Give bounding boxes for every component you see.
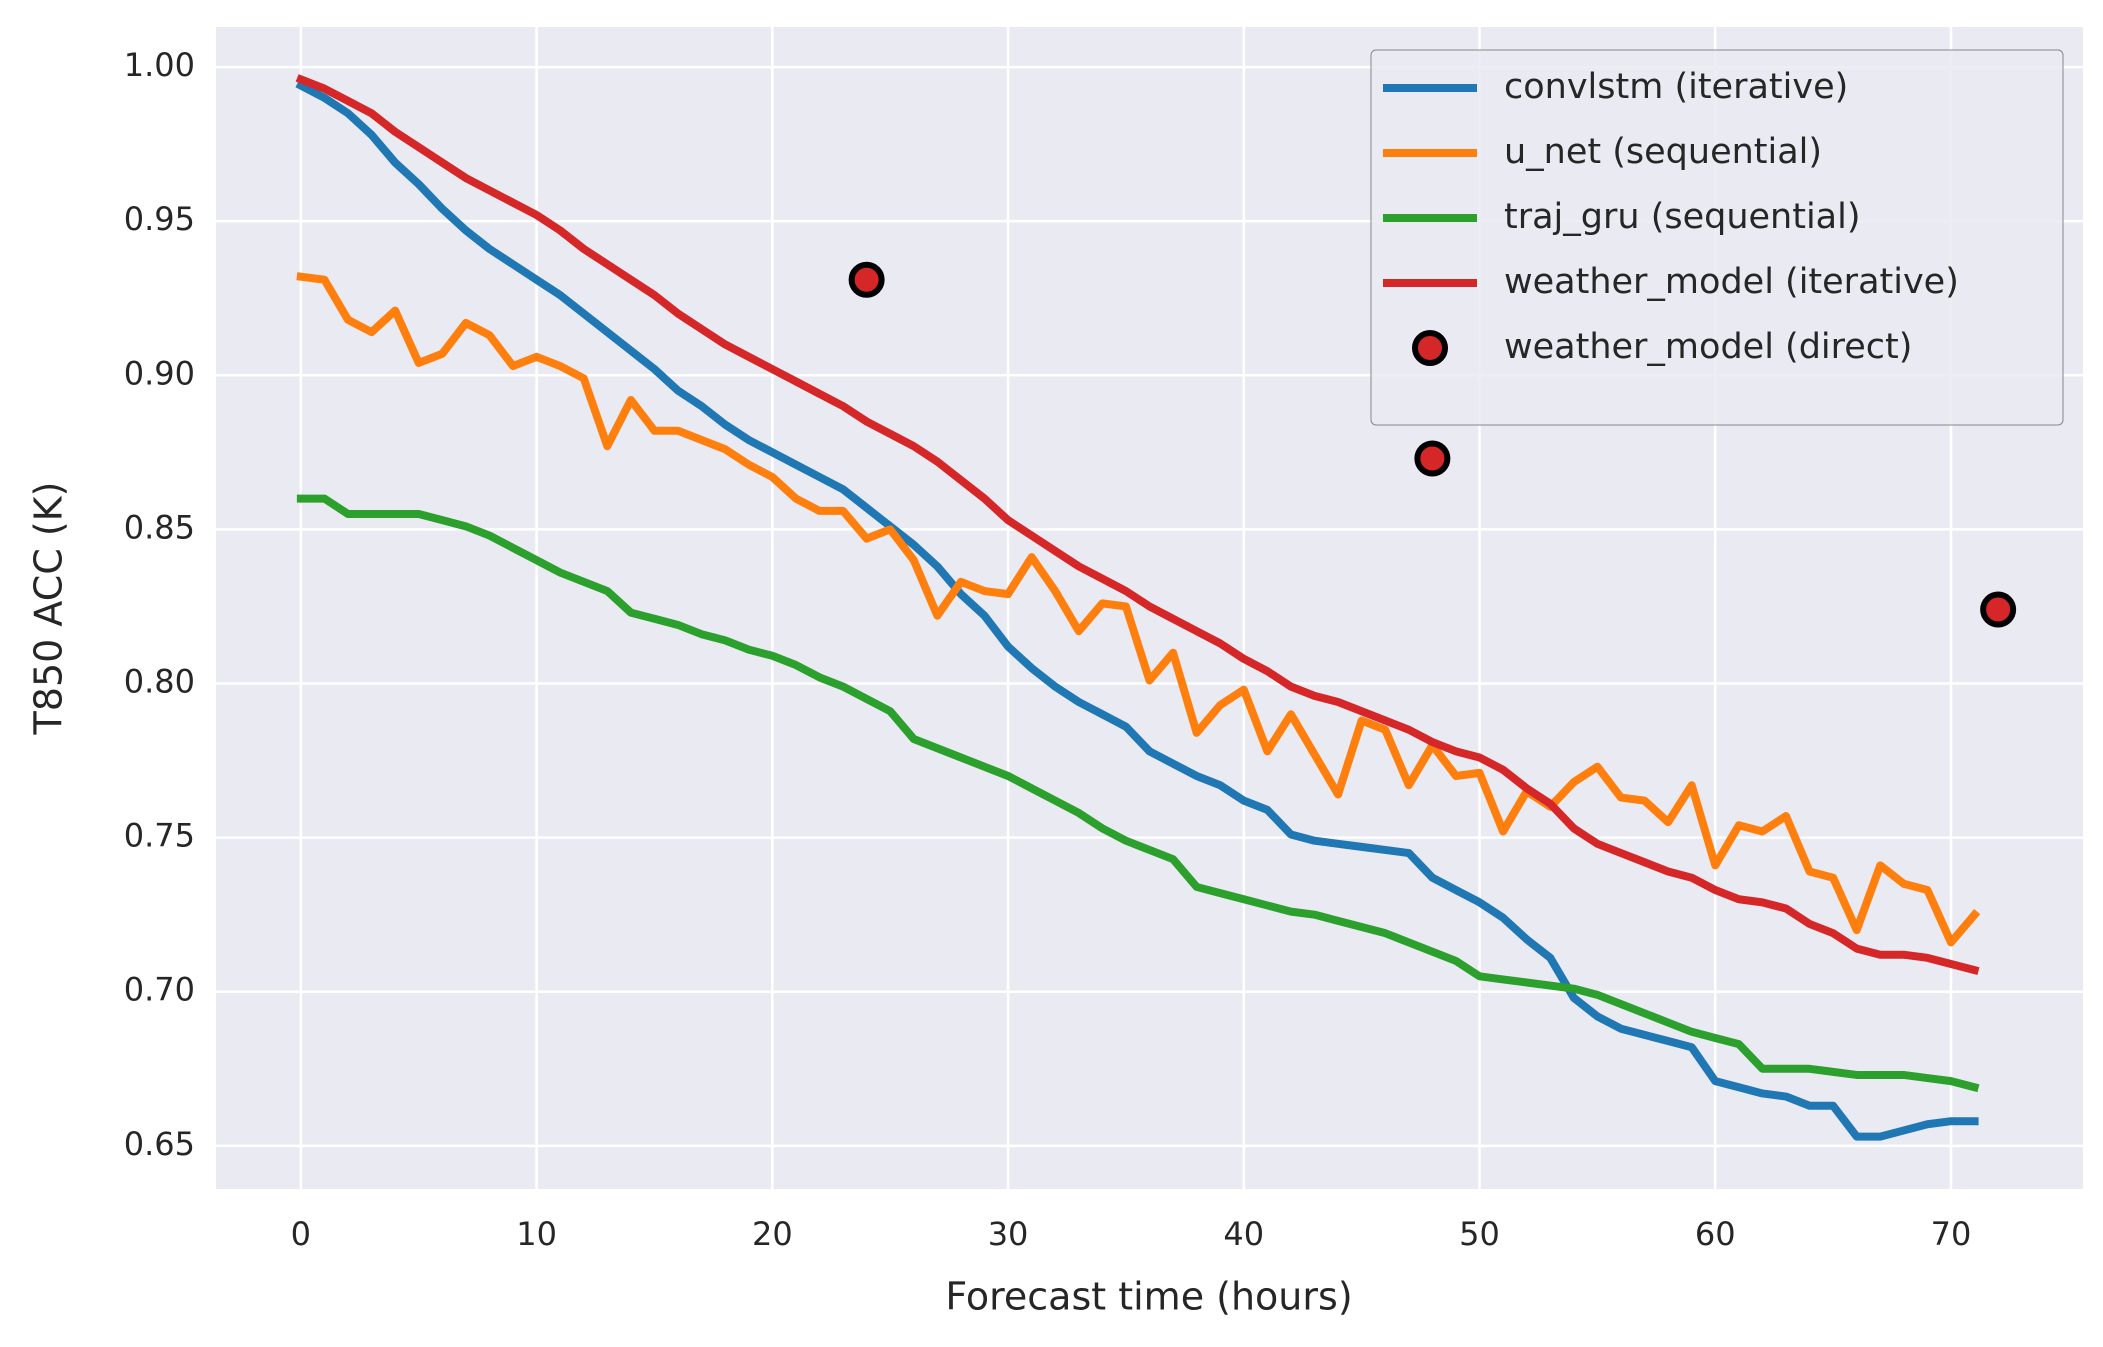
y-tick-label: 1.00 xyxy=(124,46,195,84)
x-tick-label: 30 xyxy=(988,1215,1029,1253)
legend-marker xyxy=(1412,330,1448,366)
legend-label: traj_gru (sequential) xyxy=(1504,197,1861,237)
y-tick-label: 0.85 xyxy=(124,508,195,546)
x-axis-label: Forecast time (hours) xyxy=(945,1275,1352,1319)
y-tick-label: 0.95 xyxy=(124,200,195,238)
series-line xyxy=(295,80,1979,1141)
y-tick-label: 0.65 xyxy=(124,1125,195,1163)
x-tick-label: 50 xyxy=(1459,1215,1500,1253)
x-tick-label: 70 xyxy=(1931,1215,1972,1253)
legend-label: weather_model (iterative) xyxy=(1504,262,1959,302)
y-tick-label: 0.80 xyxy=(124,663,195,701)
y-tick-label: 0.90 xyxy=(124,354,195,392)
x-tick-label: 60 xyxy=(1695,1215,1736,1253)
x-tick-label: 0 xyxy=(291,1215,311,1253)
legend-label: u_net (sequential) xyxy=(1504,132,1822,172)
y-axis-label: T850 ACC (K) xyxy=(27,482,71,736)
x-tick-label: 40 xyxy=(1223,1215,1264,1253)
scatter-point xyxy=(1980,591,2017,628)
y-tick-label: 0.75 xyxy=(124,817,195,855)
x-tick-label: 20 xyxy=(752,1215,793,1253)
series-line xyxy=(296,494,1980,1093)
series-line xyxy=(295,74,1980,976)
legend-label: convlstm (iterative) xyxy=(1504,67,1848,107)
scatter-point xyxy=(1414,440,1451,477)
series-line xyxy=(296,272,1981,947)
legend-label: weather_model (direct) xyxy=(1504,327,1912,367)
scatter-point xyxy=(848,261,885,298)
legend-box xyxy=(1370,49,2064,426)
x-tick-label: 10 xyxy=(516,1215,557,1253)
y-tick-label: 0.70 xyxy=(124,971,195,1009)
